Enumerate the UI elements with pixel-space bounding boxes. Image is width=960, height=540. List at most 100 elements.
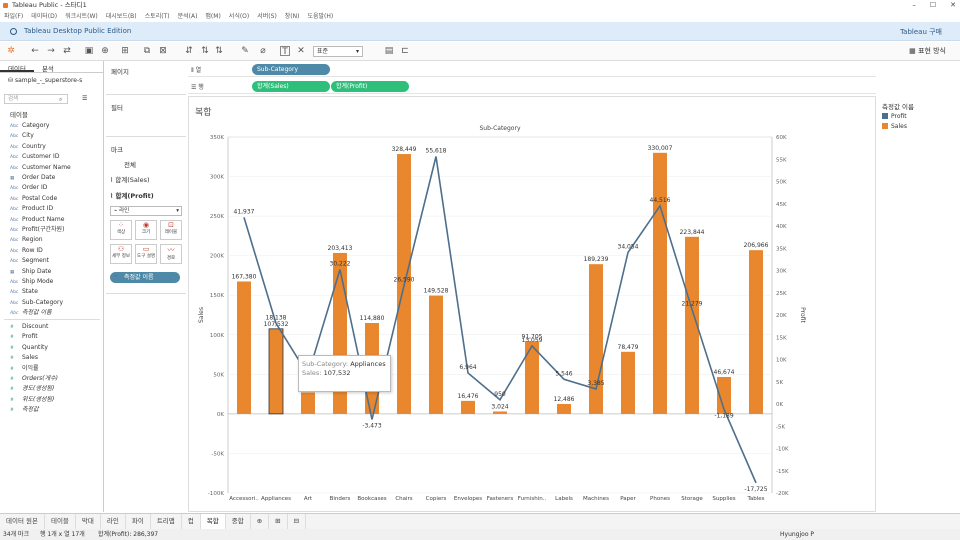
- maximize-icon[interactable]: ☐: [929, 1, 937, 9]
- legend-item-sales[interactable]: Sales: [882, 123, 907, 131]
- presentation-icon[interactable]: ⊏: [401, 46, 409, 56]
- new-datasource-icon[interactable]: ⊕: [101, 46, 109, 56]
- sales-bar[interactable]: [237, 281, 251, 414]
- redo-icon[interactable]: →: [47, 46, 55, 56]
- columns-shelf[interactable]: ⦀ 열 Sub-Category: [188, 62, 876, 77]
- marks-sales-card[interactable]: ⌇ 합계(Sales): [110, 174, 150, 184]
- tab-data[interactable]: 데이터: [0, 61, 34, 73]
- field-item[interactable]: Abc Sub-Category: [10, 298, 63, 308]
- marks-all[interactable]: 전체: [124, 161, 136, 169]
- field-item[interactable]: Abc Segment: [10, 256, 49, 266]
- mark-button[interactable]: ◉ 크기: [135, 220, 157, 240]
- field-item[interactable]: Abc Product Name: [10, 215, 64, 225]
- sheet-tab[interactable]: 컵: [182, 514, 201, 529]
- show-me-button[interactable]: ▦ 표현 방식: [909, 46, 946, 56]
- sales-bar[interactable]: [749, 250, 763, 414]
- field-item[interactable]: Abc Region: [10, 235, 43, 245]
- sales-bar[interactable]: [557, 404, 571, 414]
- sort-desc-icon[interactable]: ⇅: [215, 46, 223, 56]
- mark-type-select[interactable]: ⌁ 라인 ▾: [110, 206, 182, 216]
- view-canvas[interactable]: 복합 Sub-Category 350K 300K 250K 200K 150K 100K 5…: [188, 96, 876, 512]
- sales-bar[interactable]: [685, 236, 699, 414]
- mark-button[interactable]: ⚇ 세부 정보: [110, 244, 132, 264]
- buy-link[interactable]: Tableau 구매: [900, 28, 942, 36]
- highlight-icon[interactable]: ✎: [241, 46, 249, 56]
- field-item[interactable]: ▦ Ship Date: [10, 267, 51, 277]
- swap-rows-icon[interactable]: ⇵: [185, 46, 193, 56]
- user-name[interactable]: Hyungjoo P: [780, 531, 815, 538]
- close-icon[interactable]: ✕: [950, 1, 956, 9]
- sales-bar[interactable]: [429, 295, 443, 414]
- fit-select[interactable]: 표준 ▾: [313, 46, 363, 57]
- sales-bar[interactable]: [621, 351, 635, 414]
- sales-pill[interactable]: 합계(Sales): [252, 81, 330, 92]
- field-item[interactable]: # 경도(생성됨): [10, 384, 54, 394]
- show-cards-icon[interactable]: ▤: [384, 46, 394, 56]
- menu-item[interactable]: 워크시트(W): [65, 13, 98, 20]
- mark-button[interactable]: ⊡ 레이블: [160, 220, 182, 240]
- sheet-tab[interactable]: 복합: [200, 514, 226, 529]
- sub-category-pill[interactable]: Sub-Category: [252, 64, 330, 75]
- profit-pill[interactable]: 합계(Profit): [331, 81, 409, 92]
- marks-profit-card[interactable]: ⌇ 합계(Profit): [110, 190, 154, 200]
- sheet-tab[interactable]: 파이: [126, 514, 151, 529]
- menu-item[interactable]: 서식(O): [228, 13, 250, 20]
- sales-bar[interactable]: [493, 411, 507, 414]
- pages-shelf[interactable]: 페이지: [106, 61, 186, 95]
- sales-bar[interactable]: [653, 152, 667, 414]
- minimize-icon[interactable]: –: [912, 1, 916, 9]
- field-item[interactable]: Abc State: [10, 287, 38, 297]
- menu-item[interactable]: 파일(F): [4, 13, 24, 20]
- menu-item[interactable]: 서버(S): [257, 13, 277, 20]
- new-sheet-icon[interactable]: ⊞: [121, 46, 129, 56]
- datasource-item[interactable]: ⛁ sample_-_superstore-s: [8, 77, 82, 84]
- search-input[interactable]: 검색: [4, 94, 68, 104]
- field-item[interactable]: Abc Country: [10, 142, 46, 152]
- field-item[interactable]: Abc City: [10, 131, 34, 141]
- clear-icon[interactable]: ⊠: [159, 46, 167, 56]
- field-item[interactable]: ▦ Order Date: [10, 173, 55, 183]
- field-item[interactable]: # 이익률: [10, 364, 39, 374]
- search-icon[interactable]: ⌕: [59, 96, 63, 103]
- sheet-tab[interactable]: 중합: [226, 514, 251, 529]
- label-icon[interactable]: T: [280, 46, 290, 57]
- sales-bar[interactable]: [589, 264, 603, 414]
- field-item[interactable]: # Discount: [10, 322, 48, 332]
- duplicate-icon[interactable]: ⧉: [143, 46, 151, 56]
- fix-axes-icon[interactable]: ✕: [297, 46, 305, 56]
- sales-bar[interactable]: [301, 392, 315, 414]
- menu-item[interactable]: 창(N): [284, 13, 300, 20]
- sort-asc-icon[interactable]: ⇅: [201, 46, 209, 56]
- field-item[interactable]: # Orders(개수): [10, 374, 58, 384]
- tab-analysis[interactable]: 분석: [41, 65, 54, 73]
- field-item[interactable]: Abc Ship Mode: [10, 277, 53, 287]
- field-item[interactable]: # 위도(생성됨): [10, 395, 54, 405]
- filters-shelf[interactable]: 필터: [106, 97, 186, 137]
- legend-item-profit[interactable]: Profit: [882, 113, 907, 121]
- field-item[interactable]: Abc Row ID: [10, 246, 43, 256]
- sheet-tab[interactable]: 트리맵: [151, 514, 182, 529]
- field-item[interactable]: Abc Postal Code: [10, 194, 57, 204]
- group-icon[interactable]: ⌀: [260, 46, 266, 56]
- view-options-icon[interactable]: ☰: [82, 95, 88, 102]
- field-item[interactable]: # Profit: [10, 332, 38, 342]
- field-item[interactable]: Abc Customer ID: [10, 152, 59, 162]
- field-item[interactable]: Abc Product ID: [10, 204, 53, 214]
- field-item[interactable]: # 측정값: [10, 405, 39, 415]
- sales-bar[interactable]: [461, 400, 475, 414]
- profit-line[interactable]: [243, 156, 757, 484]
- field-item[interactable]: # Sales: [10, 353, 38, 363]
- field-item[interactable]: Abc Customer Name: [10, 163, 71, 173]
- field-item[interactable]: Abc Category: [10, 121, 49, 131]
- sales-bar[interactable]: [717, 376, 731, 414]
- menu-item[interactable]: 분석(A): [177, 13, 198, 20]
- sheet-tab[interactable]: 라인: [101, 514, 126, 529]
- tableau-icon[interactable]: ✲: [7, 46, 15, 56]
- sheet-tab[interactable]: 테이블: [45, 514, 76, 529]
- mark-button[interactable]: ⁘ 색상: [110, 220, 132, 240]
- sheet-tab[interactable]: ⊕: [251, 514, 270, 529]
- save-icon[interactable]: ▣: [84, 46, 94, 56]
- sheet-tab[interactable]: ⊟: [288, 514, 307, 529]
- combo-chart[interactable]: Sub-Category 350K 300K 250K 200K 150K 100K 50K 0…: [189, 97, 875, 511]
- sheet-tab[interactable]: 데이터 원본: [0, 514, 45, 529]
